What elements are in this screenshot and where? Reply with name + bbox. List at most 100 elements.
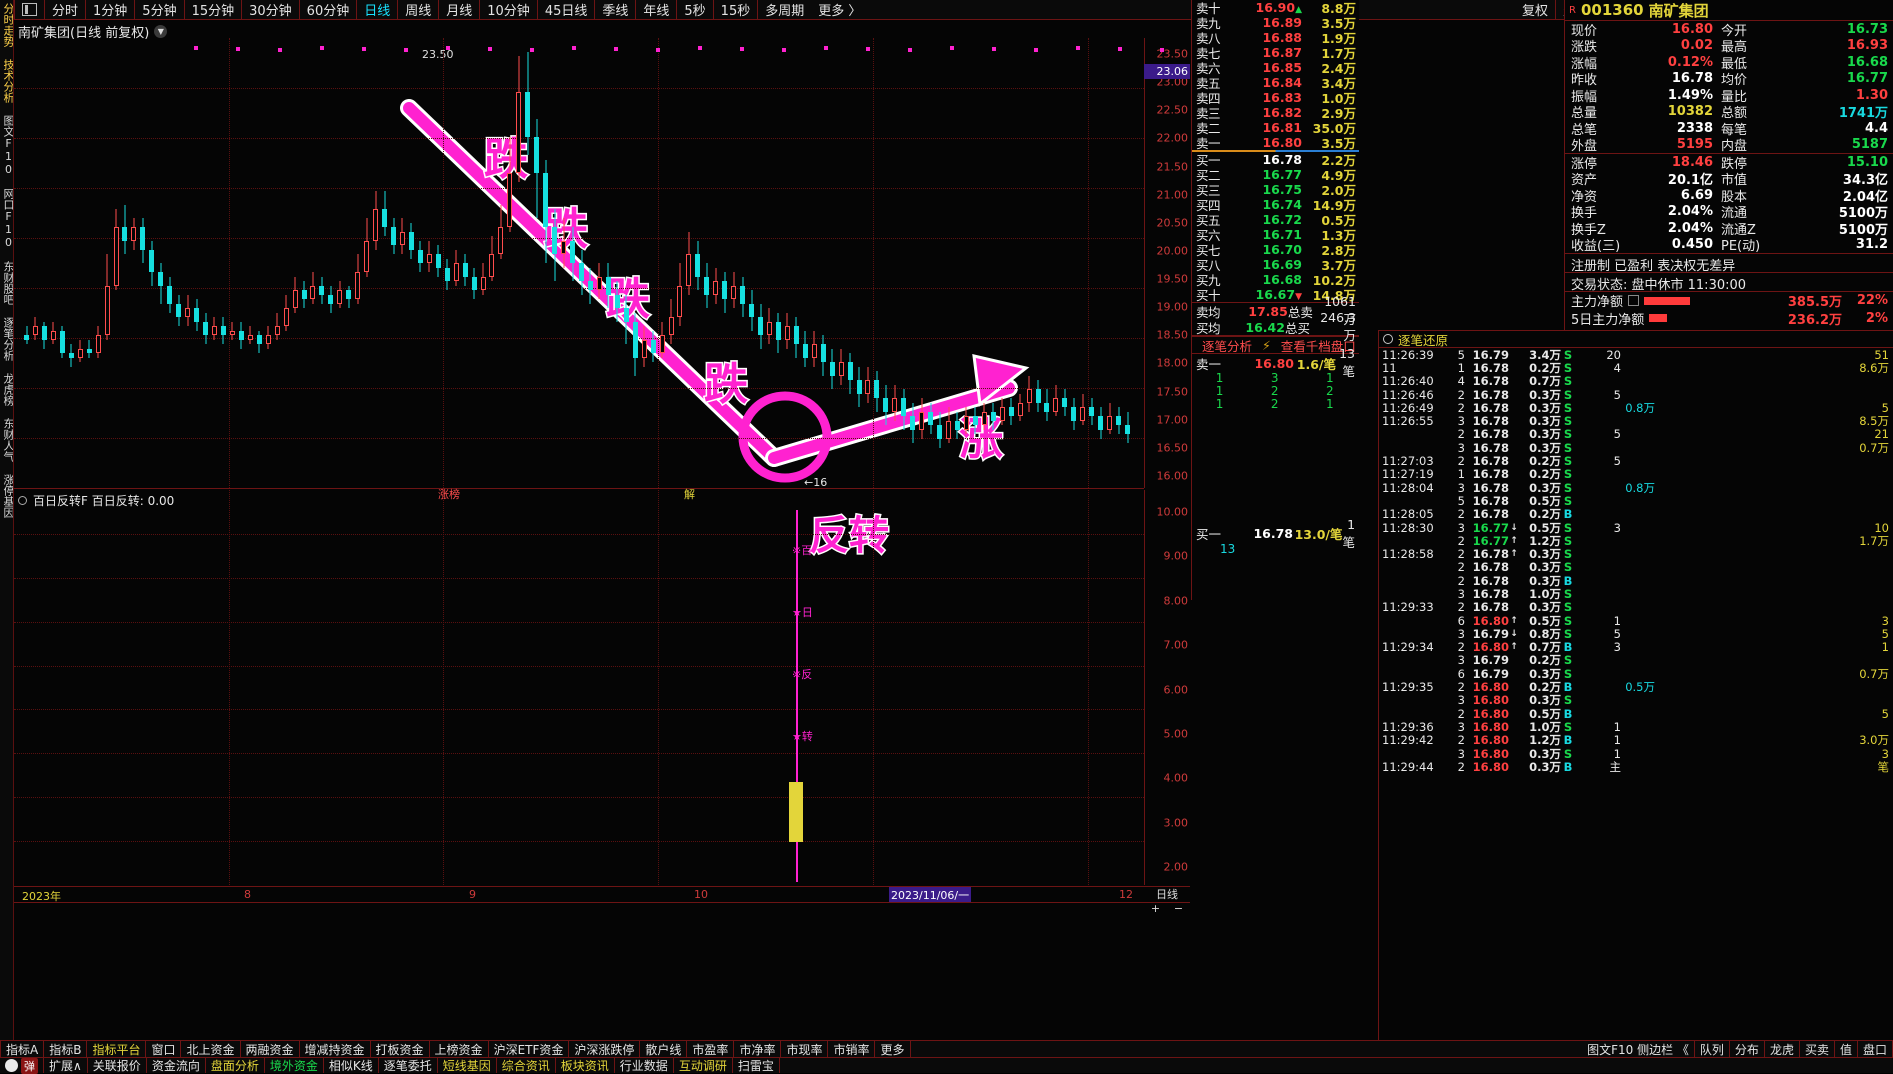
bottom-right-值[interactable]: 值: [1835, 1041, 1858, 1057]
bottom-item-增减持资金[interactable]: 增减持资金: [300, 1041, 371, 1057]
bottom2-item-境外资金[interactable]: 境外资金: [265, 1058, 324, 1073]
bottom-item-北上资金[interactable]: 北上资金: [181, 1041, 241, 1057]
book-row[interactable]: 买二 16.77 4.9万: [1192, 167, 1359, 183]
period-5秒[interactable]: 5秒: [677, 0, 714, 19]
period-周线[interactable]: 周线: [398, 0, 440, 19]
period-60分钟[interactable]: 60分钟: [300, 0, 358, 19]
book-row[interactable]: 买六 16.71 1.3万: [1192, 227, 1359, 243]
tick-row[interactable]: 11:28:04 3 16.78 0.3万 S 0.8万: [1379, 481, 1893, 495]
bottom-item-市净率[interactable]: 市净率: [734, 1041, 782, 1057]
period-更多 〉[interactable]: 更多 〉: [818, 4, 862, 19]
bottom-item-市盈率[interactable]: 市盈率: [687, 1041, 735, 1057]
tick-row[interactable]: 11:26:46 2 16.78 0.3万 S 5: [1379, 388, 1893, 402]
tick-row[interactable]: 11:26:40 4 16.78 0.7万 S: [1379, 374, 1893, 388]
bottom2-item-逐笔委托[interactable]: 逐笔委托: [379, 1058, 438, 1073]
tick-row[interactable]: 3 16.78 0.3万 S 0.7万: [1379, 441, 1893, 455]
tick-restore-panel[interactable]: 逐笔还原 11:26:39 5 16.79 3.4万 S 20 51 11 1 16.78 0.2万…: [1378, 330, 1893, 1040]
bottom-right-龙虎[interactable]: 龙虎: [1765, 1041, 1800, 1057]
book-row[interactable]: 买五 16.72 0.5万: [1192, 212, 1359, 228]
zoom-in-icon[interactable]: +: [1150, 902, 1161, 915]
bottom2-item-扩展∧[interactable]: 扩展∧: [44, 1058, 88, 1073]
period-15分钟[interactable]: 15分钟: [185, 0, 243, 19]
period-15秒[interactable]: 15秒: [714, 0, 759, 19]
book-tools-bar[interactable]: 逐笔分析 ⚡ 查看千档盘口: [1192, 336, 1359, 354]
rail-item-6[interactable]: 龙虎榜: [2, 373, 14, 406]
book-row[interactable]: 卖三 16.82 2.9万: [1192, 105, 1359, 121]
book-row[interactable]: 卖九 16.89 3.5万: [1192, 15, 1359, 31]
tick-row[interactable]: 6 16.80 ↑ 0.5万 S 1 3: [1379, 614, 1893, 628]
period-年线[interactable]: 年线: [636, 0, 678, 19]
bottom2-item-盘面分析[interactable]: 盘面分析: [206, 1058, 265, 1073]
bottom2-item-综合资讯[interactable]: 综合资讯: [497, 1058, 556, 1073]
rail-item-4[interactable]: 东财股吧: [2, 261, 14, 305]
bottom-item-沪深ETF资金[interactable]: 沪深ETF资金: [489, 1041, 570, 1057]
book-row[interactable]: 买九 16.68 10.2万: [1192, 272, 1359, 288]
book-row[interactable]: 买七 16.70 2.8万: [1192, 242, 1359, 258]
tick-row[interactable]: 2 16.78 0.3万 B: [1379, 574, 1893, 588]
book-row[interactable]: 卖一 16.80 3.5万: [1192, 135, 1359, 151]
period-45日线[interactable]: 45日线: [538, 0, 596, 19]
book-row[interactable]: 卖七 16.87 1.7万: [1192, 45, 1359, 61]
rail-item-0[interactable]: 分时走势: [2, 3, 14, 47]
bottom2-item-短线基因[interactable]: 短线基因: [438, 1058, 497, 1073]
bottom-right-分布[interactable]: 分布: [1730, 1041, 1765, 1057]
book-row[interactable]: 卖二 16.81 35.0万: [1192, 120, 1359, 136]
bottom-toolbar-secondary[interactable]: 弹扩展∧ 关联报价 资金流向 盘面分析 境外资金 相似K线 逐笔委托 短线基因 综合资讯 板块资讯…: [0, 1057, 1893, 1074]
tick-row[interactable]: 11:27:19 1 16.78 0.2万 S: [1379, 467, 1893, 481]
bottom-item-指标平台[interactable]: 指标平台: [87, 1041, 147, 1057]
book-row[interactable]: 买一 16.78 2.2万: [1192, 152, 1359, 168]
period-1分钟[interactable]: 1分钟: [86, 0, 136, 19]
tick-row[interactable]: 3 16.80 0.3万 S: [1379, 693, 1893, 707]
bottom2-item-相似K线[interactable]: 相似K线: [324, 1058, 379, 1073]
period-分时[interactable]: 分时: [45, 0, 87, 19]
indicator-pane[interactable]: 百日反转F 百日反转: 0.00 10.00 9.00 8.00 7.00 6.00 5.…: [14, 490, 1190, 885]
tick-row[interactable]: 2 16.78 0.3万 S 5 21: [1379, 427, 1893, 441]
tick-analysis-button[interactable]: 逐笔分析: [1202, 338, 1253, 354]
period-季线[interactable]: 季线: [595, 0, 637, 19]
tick-row[interactable]: 11:26:39 5 16.79 3.4万 S 20 51: [1379, 348, 1893, 362]
period-10分钟[interactable]: 10分钟: [480, 0, 538, 19]
tick-row[interactable]: 11:28:05 2 16.78 0.2万 B: [1379, 507, 1893, 521]
price-pane[interactable]: 23.50 23.00 22.50 22.00 21.50 21.00 20.50 20.00…: [14, 38, 1248, 561]
rail-item-7[interactable]: 东财人气: [2, 418, 14, 462]
tick-row[interactable]: 11:29:42 2 16.80 1.2万 B 1 3.0万: [1379, 733, 1893, 747]
chevron-down-icon[interactable]: ▼: [154, 25, 168, 38]
tick-row[interactable]: 11:29:44 2 16.80 0.3万 B 主 笔: [1379, 760, 1893, 774]
bottom2-item-行业数据[interactable]: 行业数据: [615, 1058, 674, 1073]
rail-item-2[interactable]: 图文F10: [2, 115, 14, 176]
model-box[interactable]: 日线 + −: [1144, 886, 1190, 920]
tick-row[interactable]: 11:26:55 3 16.78 0.3万 S 8.5万: [1379, 414, 1893, 428]
period-toolbar[interactable]: 分时 1分钟 5分钟 15分钟 30分钟 60分钟 日线 周线 月线 10分钟 45日线 季线 年线 5秒…: [14, 0, 1893, 20]
panel-toggle-button[interactable]: [14, 0, 45, 19]
period-月线[interactable]: 月线: [439, 0, 481, 19]
tick-rows[interactable]: 11:26:39 5 16.79 3.4万 S 20 51 11 1 16.78 0.2万 S 4 8.6…: [1379, 348, 1893, 774]
bottom2-item-板块资讯[interactable]: 板块资讯: [556, 1058, 615, 1073]
bottom-item-市现率[interactable]: 市现率: [781, 1041, 829, 1057]
rail-item-5[interactable]: 逐笔分析: [2, 317, 14, 361]
view-thousand-levels-button[interactable]: 查看千档盘口: [1280, 338, 1356, 354]
period-日线[interactable]: 日线: [357, 0, 399, 19]
tick-row[interactable]: 11:26:49 2 16.78 0.3万 S 0.8万 5: [1379, 401, 1893, 415]
bottom-right-图文F10 侧边栏 《[interactable]: 图文F10 侧边栏 《: [1582, 1041, 1695, 1057]
tick-row[interactable]: 2 16.78 0.3万 S: [1379, 560, 1893, 574]
tick-row[interactable]: 3 16.79 0.2万 S: [1379, 653, 1893, 667]
tick-row[interactable]: 11:29:33 2 16.78 0.3万 S: [1379, 600, 1893, 614]
book-row[interactable]: 卖六 16.85 2.4万: [1192, 60, 1359, 76]
book-row[interactable]: 卖五 16.84 3.4万: [1192, 75, 1359, 91]
book-row[interactable]: 卖十 16.90▲ 8.8万: [1192, 0, 1359, 16]
bottom-item-窗口[interactable]: 窗口: [146, 1041, 182, 1057]
bottom-toolbar-primary[interactable]: 指标A 指标B 指标平台 窗口 北上资金 两融资金 增减持资金 打板资金 上榜资金 沪深ETF资金…: [0, 1040, 1893, 1057]
bottom-item-两融资金[interactable]: 两融资金: [241, 1041, 300, 1057]
bottom-right-买卖[interactable]: 买卖: [1800, 1041, 1835, 1057]
period-30分钟[interactable]: 30分钟: [242, 0, 300, 19]
bottom-right-队列[interactable]: 队列: [1695, 1041, 1730, 1057]
order-book-panel[interactable]: 卖十 16.90▲ 8.8万 卖九 16.89 3.5万 卖八 16.88 1.9万 卖七 16.8…: [1191, 0, 1359, 600]
period-多周期[interactable]: 多周期: [765, 4, 805, 19]
bottom-item-上榜资金[interactable]: 上榜资金: [430, 1041, 489, 1057]
list-icon[interactable]: [1628, 295, 1640, 306]
bottom2-item-扫雷宝[interactable]: 扫雷宝: [733, 1058, 780, 1073]
chart-area[interactable]: 南矿集团(日线 前复权) ▼ 23.50 23.00 22.50 22.00 21.50…: [14, 20, 1248, 1040]
tick-row[interactable]: 5 16.78 0.5万 S: [1379, 494, 1893, 508]
tick-row[interactable]: 3 16.78 1.0万 S: [1379, 587, 1893, 601]
expand-pill[interactable]: 弹: [0, 1057, 44, 1074]
